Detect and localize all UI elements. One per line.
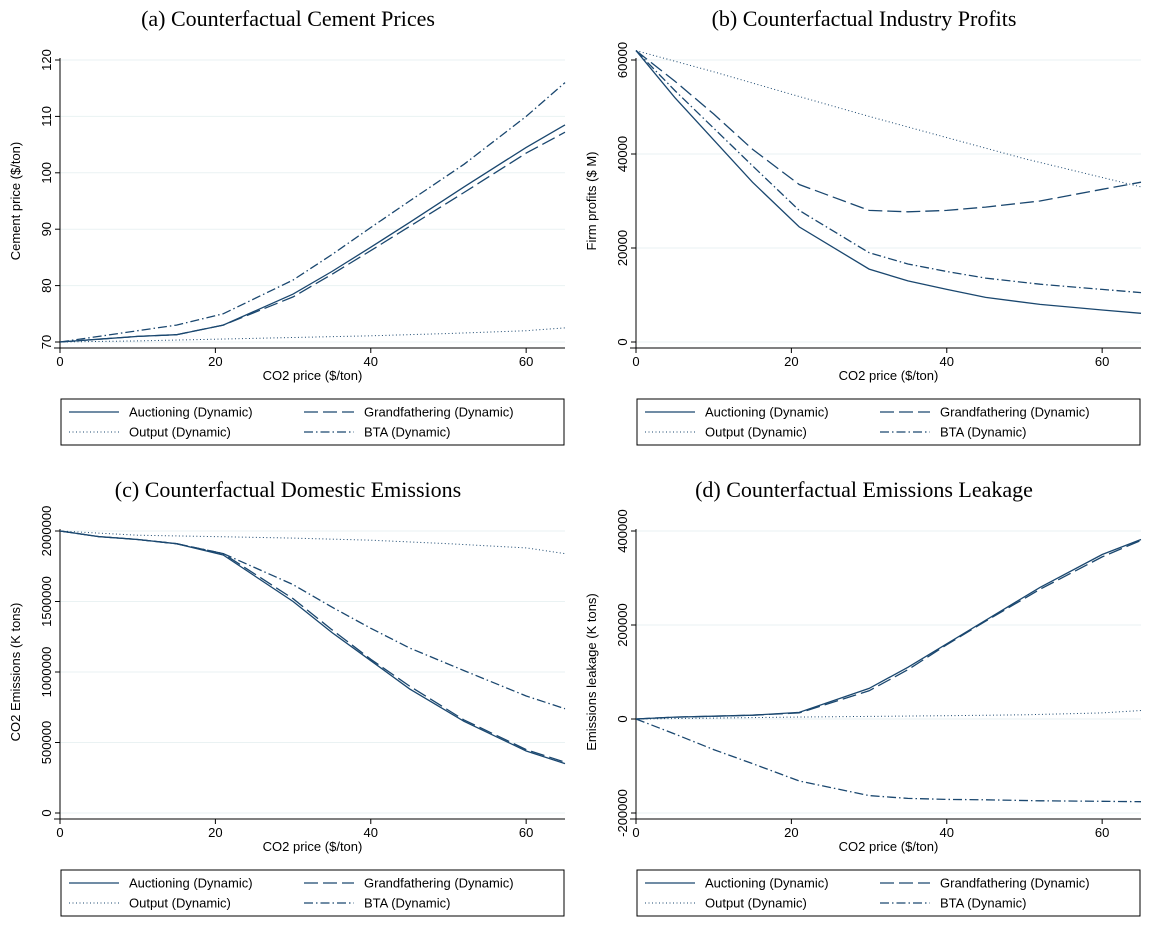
- series-line-solid: [59, 124, 566, 343]
- x-tick-label: 0: [56, 825, 63, 840]
- series-line-dashdot: [635, 718, 1142, 803]
- y-axis-label: CO2 Emissions (K tons): [8, 603, 23, 742]
- y-tick-label: 0: [39, 809, 54, 816]
- x-tick-label: 40: [364, 354, 378, 369]
- y-tick-label: 1500000: [39, 576, 54, 627]
- series-line-longdash: [635, 50, 1142, 213]
- legend-label: Auctioning (Dynamic): [705, 405, 829, 420]
- y-tick-label: 110: [39, 106, 54, 127]
- y-tick-label: 200000: [615, 603, 630, 646]
- x-tick-label: 60: [519, 825, 533, 840]
- legend-box: [636, 869, 1141, 917]
- legend-label: BTA (Dynamic): [364, 896, 450, 911]
- series-line-longdash: [59, 530, 566, 763]
- y-tick-label: 1000000: [39, 647, 54, 698]
- chart-panel-c: (c) Counterfactual Domestic Emissions 0 5…: [0, 471, 576, 942]
- legend-box: [60, 869, 565, 917]
- series-line-longdash: [59, 131, 566, 343]
- x-tick-label: 60: [1095, 825, 1109, 840]
- y-axis-label: Firm profits ($ M): [584, 152, 599, 251]
- legend-label: Output (Dynamic): [705, 425, 807, 440]
- legend-label: Auctioning (Dynamic): [705, 876, 829, 891]
- chart-panel-d: (d) Counterfactual Emissions Leakage -20…: [576, 471, 1152, 942]
- series-line-dashdot: [59, 82, 566, 343]
- chart-title: (b) Counterfactual Industry Profits: [711, 6, 1017, 31]
- legend-label: Grandfathering (Dynamic): [364, 876, 514, 891]
- x-tick-label: 40: [940, 354, 954, 369]
- y-axis-label: Cement price ($/ton): [8, 142, 23, 261]
- legend-label: Grandfathering (Dynamic): [940, 876, 1090, 891]
- legend-label: Grandfathering (Dynamic): [940, 405, 1090, 420]
- x-tick-label: 40: [364, 825, 378, 840]
- chart-panel-b: (b) Counterfactual Industry Profits 0 200…: [576, 0, 1152, 471]
- y-tick-label: -200000: [615, 789, 630, 837]
- legend-label: BTA (Dynamic): [940, 425, 1026, 440]
- x-tick-label: 0: [632, 354, 639, 369]
- legend-label: Output (Dynamic): [705, 896, 807, 911]
- y-tick-label: 120: [39, 49, 54, 71]
- x-tick-label: 60: [519, 354, 533, 369]
- x-axis-label: CO2 price ($/ton): [839, 839, 939, 854]
- chart-plot-c: 0 500000 1000000 1500000 2000000 0 20 40 60 CO2 p…: [8, 506, 566, 917]
- legend-box: [636, 398, 1141, 446]
- y-tick-label: 40000: [615, 136, 630, 172]
- x-tick-label: 60: [1095, 354, 1109, 369]
- x-axis-label: CO2 price ($/ton): [839, 368, 939, 383]
- x-axis-label: CO2 price ($/ton): [263, 368, 363, 383]
- series-line-dot: [635, 50, 1142, 188]
- series-line-dashdot: [635, 50, 1142, 294]
- y-tick-label: 0: [615, 338, 630, 345]
- legend-label: Output (Dynamic): [129, 425, 231, 440]
- series-line-longdash: [635, 539, 1142, 720]
- legend-box: [60, 398, 565, 446]
- chart-panel-a: (a) Counterfactual Cement Prices 70 80 90 1…: [0, 0, 576, 471]
- x-tick-label: 20: [784, 354, 798, 369]
- y-tick-label: 70: [39, 335, 54, 349]
- series-line-solid: [635, 50, 1142, 314]
- y-tick-label: 2000000: [39, 506, 54, 557]
- x-tick-label: 20: [784, 825, 798, 840]
- legend-label: BTA (Dynamic): [940, 896, 1026, 911]
- x-tick-label: 20: [208, 354, 222, 369]
- series-line-dot: [59, 327, 566, 343]
- chart-plot-b: 0 20000 40000 60000 0 20 40 60 CO2 price ($/ton)…: [584, 42, 1142, 446]
- legend-label: Auctioning (Dynamic): [129, 405, 253, 420]
- y-tick-label: 0: [615, 715, 630, 722]
- y-tick-label: 20000: [615, 230, 630, 266]
- chart-title: (d) Counterfactual Emissions Leakage: [695, 477, 1033, 502]
- series-line-dashdot: [59, 530, 566, 710]
- x-tick-label: 0: [632, 825, 639, 840]
- x-axis-label: CO2 price ($/ton): [263, 839, 363, 854]
- legend-label: BTA (Dynamic): [364, 425, 450, 440]
- x-tick-label: 20: [208, 825, 222, 840]
- y-tick-label: 500000: [39, 721, 54, 764]
- legend-label: Auctioning (Dynamic): [129, 876, 253, 891]
- x-tick-label: 0: [56, 354, 63, 369]
- y-tick-label: 80: [39, 278, 54, 292]
- y-tick-label: 90: [39, 222, 54, 236]
- x-tick-label: 40: [940, 825, 954, 840]
- y-tick-label: 400000: [615, 509, 630, 552]
- y-tick-label: 60000: [615, 42, 630, 78]
- chart-title: (a) Counterfactual Cement Prices: [141, 6, 435, 31]
- series-line-dot: [59, 530, 566, 555]
- chart-title: (c) Counterfactual Domestic Emissions: [114, 477, 462, 502]
- y-tick-label: 100: [39, 162, 54, 184]
- chart-plot-a: 70 80 90 100 110 120 0 20 40 60 CO2 price ($/ton) C…: [8, 49, 566, 446]
- y-axis-label: Emissions leakage (K tons): [584, 593, 599, 751]
- legend-label: Grandfathering (Dynamic): [364, 405, 514, 420]
- legend-label: Output (Dynamic): [129, 896, 231, 911]
- series-line-solid: [59, 530, 566, 765]
- series-line-solid: [635, 538, 1142, 720]
- series-line-dot: [635, 710, 1142, 720]
